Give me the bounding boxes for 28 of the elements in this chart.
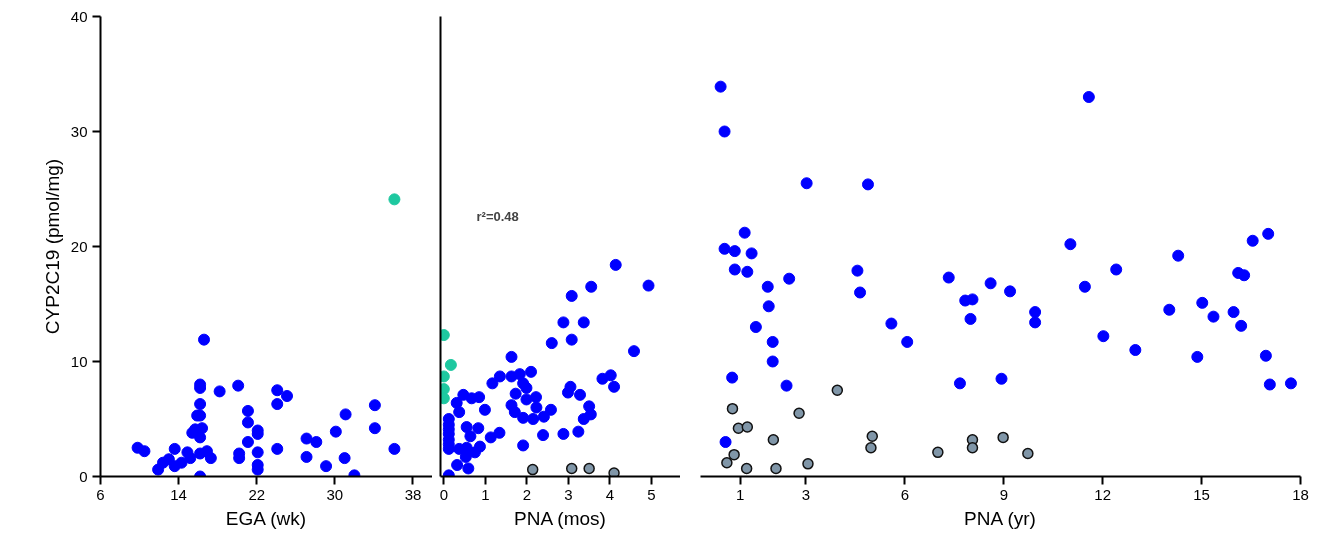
- x-tick-label: 4: [605, 485, 615, 503]
- x-tick-label: 3: [564, 485, 573, 503]
- y-axis-title: CYP2C19 (pmol/mg): [41, 158, 63, 335]
- x-tick-label: 38: [404, 485, 422, 503]
- x-tick-label: 12: [1094, 485, 1112, 503]
- x-axis-title: PNA (yr): [964, 507, 1036, 529]
- x-tick-label: 6: [96, 485, 105, 503]
- x-tick-label: 18: [1292, 485, 1309, 503]
- x-tick-label: 9: [999, 485, 1008, 503]
- x-tick-label: 30: [326, 485, 344, 503]
- x-tick-label: 1: [481, 485, 490, 503]
- x-axis-title: EGA (wk): [225, 507, 307, 529]
- x-axis-title: PNA (mos): [514, 507, 606, 529]
- x-tick-label: 14: [170, 485, 187, 503]
- x-tick-label: 1: [735, 485, 745, 503]
- x-tick-label: 2: [522, 485, 532, 503]
- annotation: r²=0.48: [476, 208, 519, 224]
- x-tick-label: 3: [801, 485, 811, 503]
- y-tick-label: 20: [70, 237, 88, 255]
- y-tick-label: 10: [70, 352, 88, 370]
- x-tick-label: 6: [900, 485, 910, 503]
- x-tick-label: 5: [647, 485, 656, 503]
- y-tick-label: 0: [79, 467, 88, 485]
- x-tick-label: 22: [248, 485, 266, 503]
- y-tick-label: 40: [70, 7, 88, 25]
- y-tick-label: 30: [70, 122, 88, 140]
- x-tick-label: 15: [1193, 485, 1210, 503]
- x-tick-label: 0: [439, 485, 448, 503]
